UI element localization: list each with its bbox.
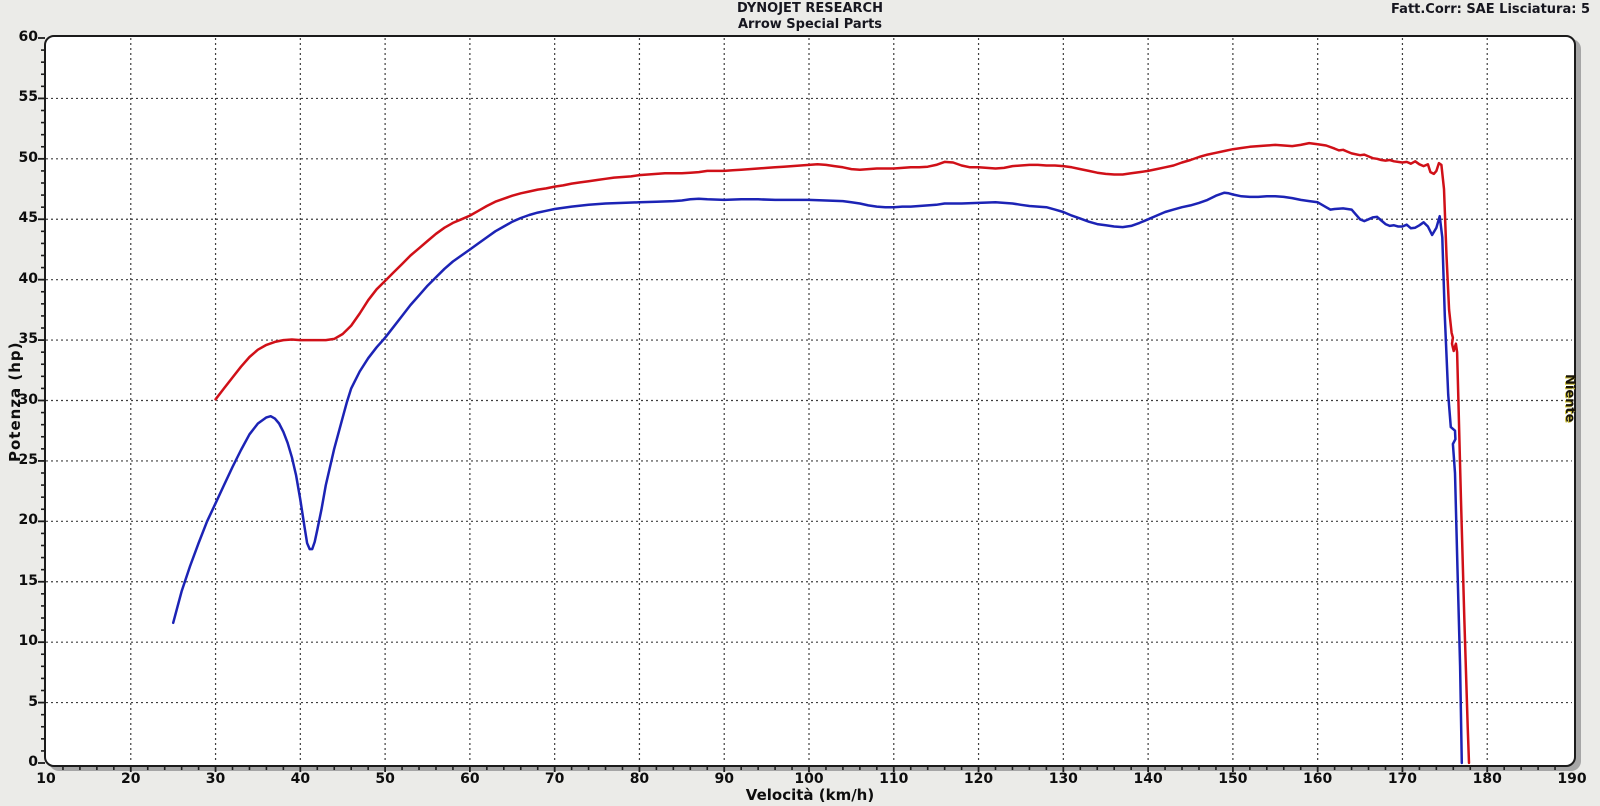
y-tick-label: 15 xyxy=(18,572,38,589)
y-tick-label: 55 xyxy=(18,89,38,106)
y-tick-label: 40 xyxy=(18,270,38,287)
x-tick-label: 20 xyxy=(121,771,141,787)
x-tick-label: 140 xyxy=(1133,771,1163,787)
chart-subtitle: Arrow Special Parts xyxy=(737,17,883,32)
x-tick-label: 110 xyxy=(879,771,909,787)
x-tick-label: 50 xyxy=(375,771,395,787)
right-axis-title: Niente xyxy=(1562,374,1577,423)
correction-info: Fatt.Corr: SAE Lisciatura: 5 xyxy=(1391,2,1590,17)
x-tick-label: 10 xyxy=(36,771,56,787)
x-tick-label: 190 xyxy=(1557,771,1587,787)
y-tick-label: 20 xyxy=(18,512,38,529)
y-tick-label: 25 xyxy=(18,451,38,468)
x-tick-label: 180 xyxy=(1472,771,1502,787)
y-tick-label: 45 xyxy=(18,210,38,227)
x-tick-label: 130 xyxy=(1048,771,1078,787)
chart-header: DYNOJET RESEARCH Arrow Special Parts xyxy=(44,1,1576,33)
x-tick-label: 60 xyxy=(460,771,480,787)
plot-area xyxy=(44,35,1576,767)
x-tick-label: 90 xyxy=(714,771,734,787)
x-tick-label: 30 xyxy=(205,771,226,787)
x-tick-label: 70 xyxy=(544,771,565,787)
y-tick-label: 5 xyxy=(28,693,38,710)
y-tick-label: 35 xyxy=(18,331,38,348)
x-axis-title: Velocità (km/h) xyxy=(745,786,875,804)
x-tick-label: 150 xyxy=(1218,771,1248,787)
y-tick-label: 10 xyxy=(18,633,38,650)
x-tick-label: 170 xyxy=(1387,771,1418,787)
y-tick-label: 0 xyxy=(28,754,38,770)
x-tick-label: 80 xyxy=(629,771,650,787)
x-tick-label: 160 xyxy=(1303,771,1333,787)
chart-title: DYNOJET RESEARCH xyxy=(737,1,883,16)
y-tick-label: 30 xyxy=(18,391,38,408)
y-tick-label: 60 xyxy=(18,29,38,45)
x-tick-label: 120 xyxy=(963,771,994,787)
x-tick-label: 40 xyxy=(290,771,311,787)
y-tick-label: 50 xyxy=(18,149,38,166)
x-tick-label: 100 xyxy=(794,771,824,787)
